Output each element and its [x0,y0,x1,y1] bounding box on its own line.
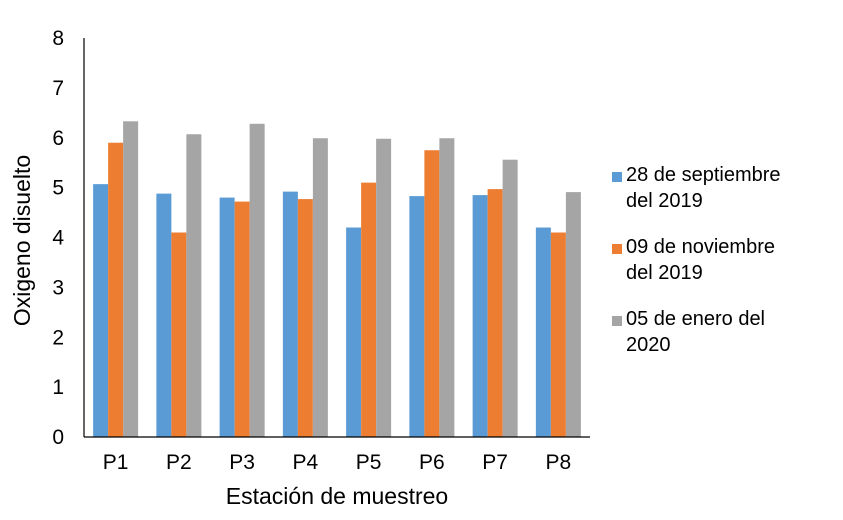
bar-p1-series-2 [108,142,124,438]
bar-p2-series-3 [186,134,202,438]
y-tick-label: 6 [52,127,64,150]
bar-p3-series-2 [234,201,250,437]
x-tick-label: P1 [103,451,129,474]
legend-swatch-2 [612,244,622,254]
bar-p2-series-1 [156,193,172,437]
x-tick-label: P2 [166,451,192,474]
y-tick-label: 4 [52,227,64,250]
bar-p8-series-1 [535,227,551,437]
y-tick-label: 5 [52,177,64,200]
legend-label-1: del 2019 [626,190,703,212]
bar-p7-series-1 [472,195,488,437]
bar-p8-series-3 [565,192,581,437]
bar-p1-series-3 [123,121,139,437]
bar-p3-series-3 [249,123,265,437]
x-axis-title: Estación de muestreo [226,483,448,509]
bar-p5-series-3 [376,138,392,437]
bars [93,121,581,438]
y-tick-label: 2 [52,326,64,349]
x-tick-label: P7 [482,451,508,474]
legend-swatch-3 [612,316,622,326]
legend-label-2: del 2019 [626,262,703,284]
bar-p6-series-3 [439,138,455,437]
bar-p5-series-1 [346,227,362,437]
x-tick-label: P4 [293,451,319,474]
legend-label-1: 28 de septiembre [626,164,781,186]
legend-label-3: 05 de enero del [626,308,765,330]
x-tick-label: P3 [229,451,255,474]
y-tick-label: 7 [52,77,64,100]
bar-p7-series-2 [487,189,503,437]
bar-p6-series-2 [424,150,440,437]
bar-p4-series-2 [297,199,313,437]
y-tick-label: 1 [52,376,64,399]
bar-p3-series-1 [219,197,235,437]
y-axis-title: Oxigeno disuelto [9,155,35,326]
y-tick-label: 0 [52,426,64,449]
y-tick-label: 3 [52,276,64,299]
bar-p2-series-2 [171,232,187,437]
legend-label-2: 09 de noviembre [626,236,775,258]
legend-label-3: 2020 [626,334,671,356]
bar-p8-series-2 [550,232,566,437]
x-tick-label: P6 [419,451,445,474]
y-tick-label: 8 [52,27,64,50]
bar-p6-series-1 [409,196,425,437]
legend-swatch-1 [612,172,622,182]
bar-p4-series-1 [282,191,298,437]
legend: 28 de septiembre del 2019 09 de noviembre d… [612,164,781,356]
bar-p5-series-2 [361,182,377,437]
y-axis-ticks: 0 1 2 3 4 5 6 7 8 [52,27,64,449]
x-axis-ticks: P1 P2 P3 P4 P5 P6 P7 P8 [103,451,571,474]
x-tick-label: P5 [356,451,382,474]
bar-p7-series-3 [502,159,518,437]
bar-p1-series-1 [93,184,109,437]
bar-p4-series-3 [312,138,328,437]
x-tick-label: P8 [546,451,572,474]
